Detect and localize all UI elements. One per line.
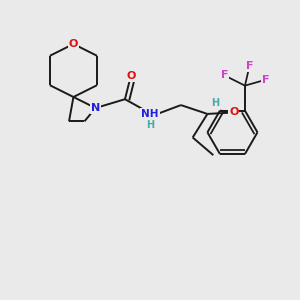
Text: H: H [146, 120, 154, 130]
Text: H: H [212, 98, 220, 108]
Text: F: F [246, 61, 253, 71]
Text: N: N [91, 103, 100, 113]
Text: O: O [229, 107, 239, 118]
Text: NH: NH [141, 109, 159, 119]
Text: F: F [220, 70, 228, 80]
Text: O: O [69, 39, 78, 49]
Text: O: O [126, 71, 136, 81]
Text: F: F [262, 75, 269, 85]
